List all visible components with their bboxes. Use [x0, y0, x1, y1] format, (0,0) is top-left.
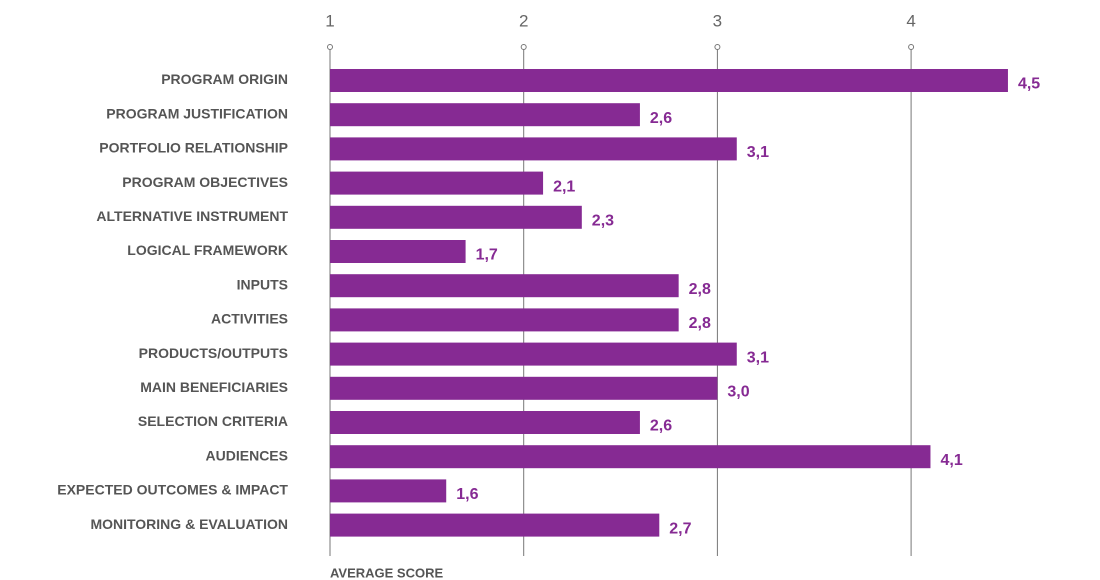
value-label: 3,1 [747, 144, 769, 161]
bar [330, 274, 679, 298]
category-label: PRODUCTS/OUTPUTS [139, 345, 288, 361]
tick-dot [327, 44, 333, 50]
bar [330, 308, 679, 332]
category-label: AUDIENCES [206, 447, 288, 463]
bar [330, 240, 466, 263]
value-label: 2,7 [669, 520, 691, 537]
value-label: 2,8 [689, 315, 711, 332]
value-label: 2,3 [592, 213, 614, 230]
category-label: PORTFOLIO RELATIONSHIP [99, 140, 288, 156]
bar [330, 376, 718, 400]
value-label: 4,1 [940, 452, 962, 469]
category-label: PROGRAM ORIGIN [161, 71, 288, 87]
bar [330, 445, 931, 469]
bar [330, 342, 737, 366]
category-label: MONITORING & EVALUATION [90, 516, 288, 532]
value-label: 1,7 [476, 247, 498, 264]
tick-dot [908, 44, 915, 50]
bar [330, 513, 660, 537]
category-label: ACTIVITIES [211, 311, 288, 327]
bar [330, 205, 582, 229]
category-label: EXPECTED OUTCOMES & IMPACT [57, 482, 288, 498]
value-label: 3,1 [747, 349, 769, 366]
category-label: INPUTS [237, 276, 288, 292]
value-label: 3,0 [727, 384, 749, 401]
bar [330, 103, 640, 127]
category-label: LOGICAL FRAMEWORK [127, 242, 288, 258]
x-tick-label: 1 [325, 11, 334, 30]
x-tick-label: 3 [713, 11, 722, 30]
x-tick-label: 2 [519, 11, 528, 30]
value-label: 1,6 [456, 486, 478, 503]
category-label: PROGRAM OBJECTIVES [122, 174, 288, 190]
value-label: 2,6 [650, 110, 672, 127]
tick-dot [714, 44, 721, 50]
category-label: ALTERNATIVE INSTRUMENT [96, 208, 288, 224]
value-label: 2,6 [650, 418, 672, 435]
value-label: 2,1 [553, 178, 575, 195]
bar [330, 69, 1008, 92]
value-label: 2,8 [689, 281, 711, 298]
value-label: 4,5 [1018, 76, 1040, 93]
category-label: MAIN BENEFICIARIES [140, 379, 288, 395]
x-tick-label: 4 [906, 11, 915, 30]
bar [330, 171, 544, 195]
category-label: PROGRAM JUSTIFICATION [106, 105, 288, 121]
category-label: SELECTION CRITERIA [138, 413, 288, 429]
x-axis-title: AVERAGE SCORE [330, 565, 443, 580]
tick-dot [520, 44, 527, 50]
bar [330, 137, 737, 161]
bar [330, 479, 447, 503]
bar [330, 411, 640, 434]
